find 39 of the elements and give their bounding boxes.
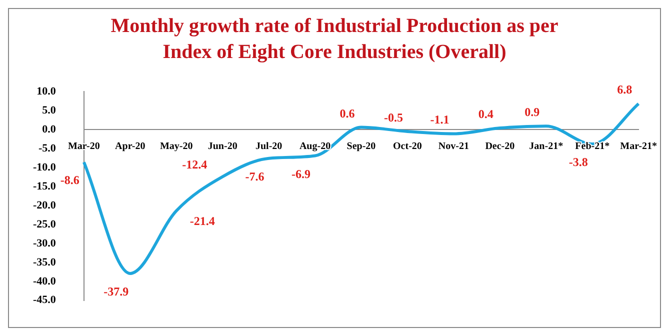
- y-tick-label: -25.0: [32, 218, 56, 230]
- data-label: -1.1: [430, 112, 450, 127]
- y-tick-label: -5.0: [38, 142, 56, 154]
- y-tick-label: -45.0: [32, 294, 56, 306]
- x-tick-label: May-20: [160, 141, 193, 152]
- y-tick-label: 10.0: [36, 85, 56, 98]
- data-label: 0.6: [340, 106, 355, 120]
- y-tick-label: -20.0: [32, 199, 56, 212]
- x-tick-label: Jun-20: [208, 141, 238, 152]
- y-tick-label: -30.0: [32, 237, 56, 250]
- x-tick-label: Oct-20: [393, 141, 422, 152]
- data-label: 0.4: [478, 107, 494, 122]
- y-tick-label: -35.0: [32, 256, 56, 268]
- data-label: -8.6: [60, 173, 80, 188]
- x-tick-label: Mar-21*: [620, 141, 658, 152]
- x-tick-label: Jul-20: [255, 141, 282, 152]
- y-tick-label: -40.0: [32, 275, 56, 288]
- data-label: -3.8: [568, 154, 588, 169]
- x-tick-label: Mar-20: [68, 141, 100, 152]
- y-tick-label: 0.0: [42, 123, 56, 136]
- x-tick-label: Apr-20: [115, 141, 146, 152]
- data-label: 0.9: [524, 105, 540, 120]
- data-label: -37.9: [104, 284, 129, 298]
- x-tick-label: Dec-20: [485, 141, 515, 152]
- y-tick-label: -10.0: [32, 161, 56, 174]
- x-tick-label: Sep-20: [346, 141, 376, 152]
- x-tick-label: Nov-21: [438, 141, 469, 152]
- data-label: -7.6: [245, 169, 264, 184]
- y-tick-label: 5.0: [42, 104, 56, 116]
- data-label: -0.5: [384, 110, 403, 124]
- x-tick-label: Aug-20: [299, 141, 331, 152]
- data-label: -12.4: [182, 158, 208, 172]
- data-label: -21.4: [190, 214, 215, 228]
- chart-title: Monthly growth rate of Industrial Production as per Index of Eight Core Industries (Overall): [110, 14, 560, 65]
- y-tick-label: -15.0: [32, 180, 56, 192]
- x-tick-label: Jan-21*: [529, 141, 564, 152]
- data-label: -6.9: [292, 166, 311, 181]
- x-tick-label: Feb-21*: [575, 141, 610, 152]
- data-label: 6.8: [617, 82, 632, 97]
